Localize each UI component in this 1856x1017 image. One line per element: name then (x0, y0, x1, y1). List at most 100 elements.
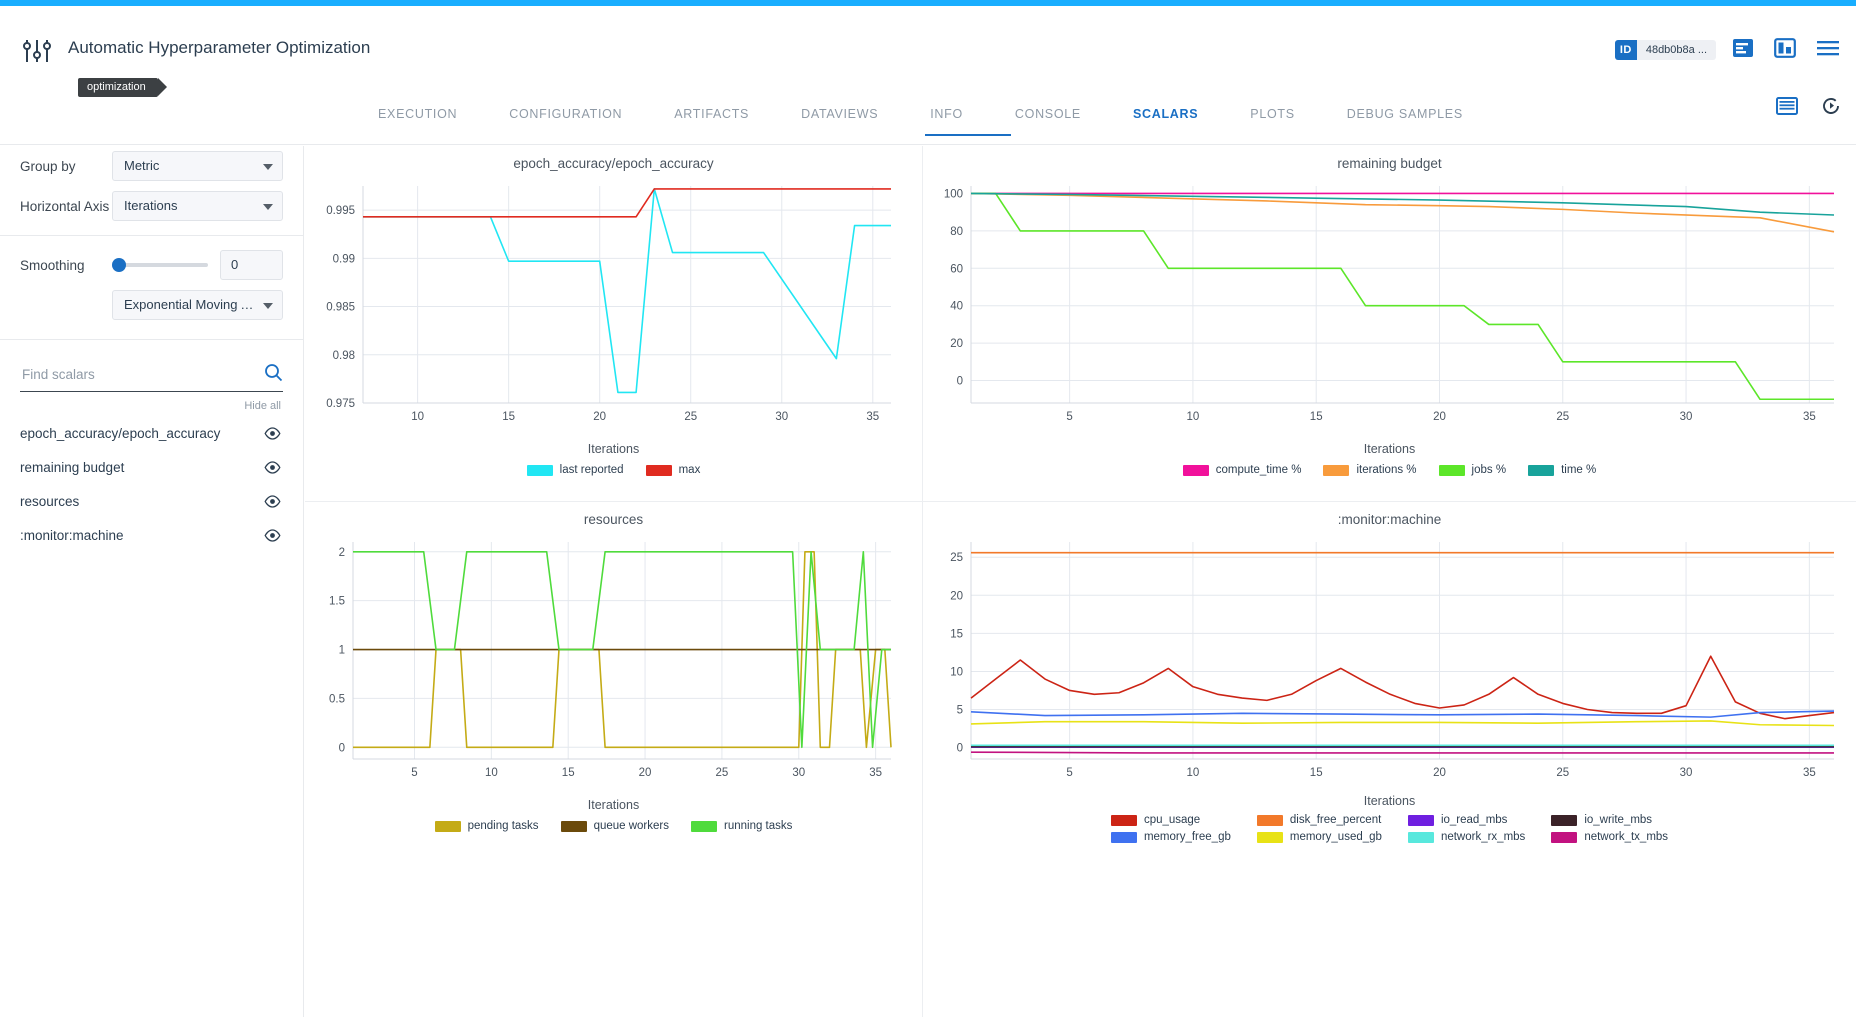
svg-text:30: 30 (1680, 767, 1693, 779)
compare-icon[interactable] (1732, 38, 1758, 62)
legend-color-swatch (1323, 464, 1350, 476)
chart-plot-area[interactable]: 00.511.525 10 15 20 25 30 35 (305, 528, 923, 793)
tab-info[interactable]: INFO (930, 107, 963, 121)
horizontal-axis-value: Iterations (124, 198, 178, 213)
tab-plots[interactable]: PLOTS (1250, 107, 1295, 121)
svg-text:20: 20 (639, 767, 652, 779)
chart-plot-area[interactable]: 0 5 10 15 20 25 5 10 15 20 25 30 35 (923, 528, 1856, 793)
legend-item[interactable]: last reported (526, 464, 624, 476)
smoothing-row: Smoothing 0 (0, 245, 303, 285)
eye-icon[interactable] (264, 528, 281, 542)
page-title: Automatic Hyperparameter Optimization (68, 38, 371, 57)
chart-plot-area[interactable]: 0.975 0.98 0.985 0.99 0.995 10 15 20 25 30 35 (305, 172, 923, 437)
legend-color-swatch (1256, 831, 1283, 843)
search-icon[interactable] (264, 363, 283, 387)
slider-thumb[interactable] (112, 258, 126, 272)
legend-item[interactable]: io_write_mbs (1551, 814, 1668, 826)
legend-item[interactable]: disk_free_percent (1256, 814, 1382, 826)
svg-text:35: 35 (869, 767, 882, 779)
x-axis-title: Iterations (587, 442, 640, 456)
chart-title: :monitor:machine (1337, 512, 1442, 527)
chevron-down-icon (263, 204, 273, 210)
legend-label: queue workers (593, 820, 669, 832)
scalar-name: resources (20, 493, 80, 509)
list-item[interactable]: remaining budget (0, 450, 303, 484)
tab-dataviews[interactable]: DATAVIEWS (801, 107, 879, 121)
legend-color-swatch (434, 820, 461, 832)
legend-color-swatch (1110, 814, 1137, 826)
sidebar-divider (0, 235, 303, 236)
eye-icon[interactable] (264, 494, 281, 508)
scalar-name: epoch_accuracy/epoch_accuracy (20, 425, 221, 441)
legend-label: last reported (559, 464, 624, 476)
tab-execution[interactable]: EXECUTION (378, 107, 458, 121)
experiment-tag[interactable]: optimization (78, 78, 167, 97)
legend-label: memory_used_gb (1289, 831, 1382, 843)
legend-item[interactable]: queue workers (560, 820, 669, 832)
legend-item[interactable]: pending tasks (434, 820, 539, 832)
legend-item[interactable]: iterations % (1323, 464, 1417, 476)
horizontal-axis-select[interactable]: Iterations (112, 191, 283, 221)
legend-item[interactable]: running tasks (691, 820, 792, 832)
sliders-icon (22, 38, 52, 64)
legend-item[interactable]: network_tx_mbs (1551, 831, 1668, 843)
horizontal-axis-row: Horizontal Axis Iterations (0, 186, 303, 226)
svg-text:20: 20 (950, 590, 963, 602)
chart-plot-area[interactable]: 0 20 40 60 80 100 5 10 15 20 25 30 35 (923, 172, 1856, 437)
menu-icon[interactable] (1816, 38, 1842, 62)
legend-item[interactable]: memory_free_gb (1110, 831, 1231, 843)
tab-debug-samples[interactable]: DEBUG SAMPLES (1346, 107, 1463, 121)
smoothing-slider[interactable] (112, 250, 212, 280)
legend-label: memory_free_gb (1143, 831, 1231, 843)
tab-scalars[interactable]: SCALARS (1132, 107, 1199, 121)
chart-title: resources (583, 512, 644, 527)
list-item[interactable]: :monitor:machine (0, 518, 303, 552)
scalar-name: :monitor:machine (20, 527, 124, 543)
layout-icon[interactable] (1774, 38, 1800, 62)
chart-legend: last reported max (305, 464, 922, 476)
svg-text:30: 30 (792, 767, 805, 779)
slider-track (116, 263, 208, 267)
svg-text:25: 25 (1556, 767, 1569, 779)
list-item[interactable]: epoch_accuracy/epoch_accuracy (0, 416, 303, 450)
top-status-strip (0, 0, 1856, 6)
legend-color-swatch (1256, 814, 1283, 826)
svg-text:25: 25 (950, 552, 963, 564)
refresh-icon[interactable] (1820, 96, 1842, 118)
table-view-icon[interactable] (1776, 96, 1798, 118)
legend-color-swatch (560, 820, 587, 832)
legend-item[interactable]: jobs % (1438, 464, 1506, 476)
scalar-name: remaining budget (20, 459, 125, 475)
legend-color-swatch (1438, 464, 1465, 476)
smoothing-value-input[interactable]: 0 (220, 250, 283, 280)
list-item[interactable]: resources (0, 484, 303, 518)
legend-color-swatch (1407, 831, 1434, 843)
group-by-select[interactable]: Metric (112, 151, 283, 181)
x-axis-title: Iterations (587, 798, 640, 812)
legend-label: io_write_mbs (1584, 814, 1653, 826)
search-input[interactable] (20, 366, 264, 383)
hide-all-button[interactable]: Hide all (244, 400, 281, 412)
chart-card-remaining-budget: remaining budget 0 20 40 60 80 100 5 10 15 20 25 30… (923, 146, 1856, 502)
tab-configuration[interactable]: CONFIGURATION (509, 107, 623, 121)
chart-card-resources: resources 0 0.5 1 1.5 2 5 10 15 20 25 30 35 Iterati… (305, 502, 923, 1017)
svg-text:5: 5 (411, 767, 417, 779)
legend-item[interactable]: time % (1528, 464, 1596, 476)
legend-item[interactable]: compute_time % (1182, 464, 1301, 476)
svg-text:35: 35 (1803, 767, 1816, 779)
legend-item[interactable]: io_read_mbs (1407, 814, 1525, 826)
tab-console[interactable]: CONSOLE (1014, 107, 1081, 121)
smoothing-algorithm-select[interactable]: Exponential Moving Av… (112, 290, 283, 320)
legend-item[interactable]: cpu_usage (1110, 814, 1231, 826)
legend-item[interactable]: network_rx_mbs (1407, 831, 1525, 843)
svg-text:10: 10 (1187, 411, 1200, 423)
experiment-id-badge[interactable]: ID 48db0b8a ... (1614, 40, 1716, 60)
legend-item[interactable]: memory_used_gb (1256, 831, 1382, 843)
tab-artifacts[interactable]: ARTIFACTS (674, 107, 750, 121)
legend-item[interactable]: max (645, 464, 700, 476)
svg-text:0: 0 (339, 742, 345, 754)
id-label: ID (1614, 40, 1637, 60)
eye-icon[interactable] (264, 426, 281, 440)
eye-icon[interactable] (264, 460, 281, 474)
legend-color-swatch (1528, 464, 1555, 476)
